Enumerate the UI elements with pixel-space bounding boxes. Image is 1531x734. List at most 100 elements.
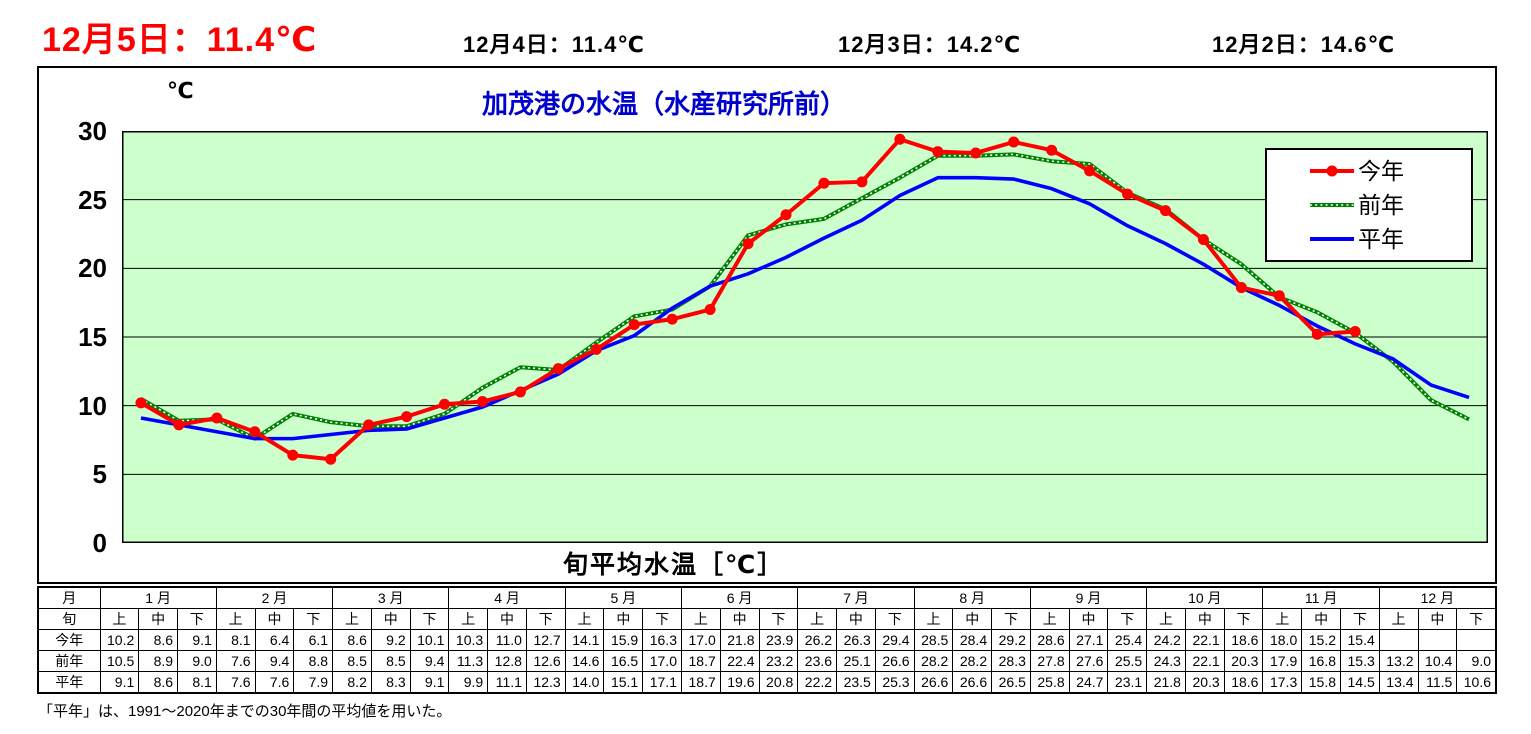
data-marker-今年: [476, 396, 488, 408]
table-cell: 8.2: [332, 671, 372, 694]
jun-header-cell: 下: [874, 608, 915, 630]
y-tick-label-5: 5: [92, 459, 107, 490]
data-marker-今年: [1349, 326, 1361, 338]
table-cell: 23.6: [797, 650, 838, 672]
jun-header-cell: 中: [1184, 608, 1225, 630]
legend-item-前年: 前年: [1309, 193, 1471, 217]
table-cell: 8.6: [138, 671, 179, 694]
today-temp-label: 12月5日：11.4℃: [42, 21, 318, 59]
data-marker-今年: [552, 363, 564, 375]
table-cell: 18.7: [680, 650, 721, 672]
table-cell: 15.2: [1301, 629, 1341, 651]
jun-header-cell: 上: [1146, 608, 1186, 630]
jun-header-cell: 中: [836, 608, 876, 630]
data-marker-今年: [704, 304, 716, 316]
data-marker-今年: [514, 386, 526, 398]
table-cell: 6.1: [293, 629, 334, 651]
table-cell: [1417, 629, 1458, 651]
table-cell: 13.2: [1378, 650, 1419, 672]
data-marker-今年: [211, 412, 223, 424]
month-header-cell: 5 月: [564, 586, 682, 609]
jun-header-cell: 上: [1378, 608, 1419, 630]
table-cell: 8.6: [138, 629, 179, 651]
chart-frame: ℃ 加茂港の水温（水産研究所前） 0 5 10 15 20 25 30 今年 前年 平年 旬平均…: [37, 66, 1497, 584]
table-cell: 10.4: [1417, 650, 1458, 672]
table-cell: 24.3: [1146, 650, 1186, 672]
table-cell: 9.4: [409, 650, 450, 672]
table-cell: 22.1: [1184, 650, 1225, 672]
y-tick-label-25: 25: [78, 184, 107, 215]
y-tick-label-30: 30: [78, 116, 107, 146]
table-cell: 9.9: [448, 671, 489, 694]
jun-header-cell: 中: [1301, 608, 1341, 630]
table-cell: 7.6: [215, 671, 256, 694]
table-cell: 11.1: [487, 671, 527, 694]
month-header-cell: 2 月: [215, 586, 334, 609]
month-header-cell: 12 月: [1378, 586, 1497, 609]
date-temp-label-3: 12月2日：14.6℃: [1212, 32, 1396, 57]
table-cell: 10.6: [1456, 671, 1497, 694]
y-tick-label-10: 10: [78, 390, 107, 421]
row-header-series: 前年: [37, 650, 101, 672]
jun-header-cell: 中: [370, 608, 411, 630]
table-cell: 8.3: [370, 671, 411, 694]
jun-header-cell: 下: [177, 608, 217, 630]
date-temp-label-1: 12月4日：11.4℃: [463, 32, 645, 57]
table-cell: 10.3: [448, 629, 489, 651]
table-cell: 22.4: [719, 650, 760, 672]
table-cell: 27.6: [1068, 650, 1109, 672]
table-cell: 9.1: [177, 629, 217, 651]
y-tick-label-15: 15: [78, 322, 107, 352]
y-tick-label-0: 0: [92, 528, 107, 558]
data-marker-今年: [287, 449, 299, 461]
table-cell: 9.1: [99, 671, 140, 694]
data-marker-今年: [325, 453, 337, 465]
table-cell: 9.2: [370, 629, 411, 651]
jun-header-cell: 上: [564, 608, 605, 630]
table-cell: 25.4: [1107, 629, 1148, 651]
table-cell: 11.5: [1417, 671, 1458, 694]
table-cell: 26.3: [836, 629, 876, 651]
table-cell: 10.5: [99, 650, 140, 672]
jun-header-cell: 中: [1068, 608, 1109, 630]
table-cell: 8.8: [293, 650, 334, 672]
table-row-平年: 平年 9.1 8.6 8.1 7.6 7.6 7.9 8.2 8.3 9.1 9.9 11.1 12.3…: [37, 671, 1497, 694]
data-marker-今年: [1273, 290, 1285, 302]
jun-header-cell: 中: [138, 608, 179, 630]
table-cell: 26.6: [913, 671, 954, 694]
jun-header-cell: 中: [719, 608, 760, 630]
data-marker-今年: [1311, 328, 1323, 340]
table-cell: 28.3: [991, 650, 1031, 672]
date-temp-label-2: 12月3日：14.2℃: [838, 32, 1022, 57]
jun-header-cell: 中: [1417, 608, 1458, 630]
jun-header-cell: 下: [1456, 608, 1497, 630]
data-marker-今年: [1197, 233, 1209, 245]
series-line-dots-前年: [140, 153, 1470, 440]
data-marker-今年: [1046, 144, 1058, 156]
table-cell: 8.1: [215, 629, 256, 651]
data-marker-今年: [742, 238, 754, 250]
table-cell: 8.6: [332, 629, 372, 651]
table-cell: 17.1: [642, 671, 682, 694]
data-marker-今年: [856, 176, 868, 188]
data-marker-今年: [894, 133, 906, 145]
table-cell: 22.2: [797, 671, 838, 694]
table-cell: 24.2: [1146, 629, 1186, 651]
jun-header-cell: 中: [603, 608, 644, 630]
month-header-cell: 1 月: [99, 586, 217, 609]
table-cell: 18.6: [1223, 629, 1264, 651]
table-cell: 10.2: [99, 629, 140, 651]
table-cell: 25.5: [1107, 650, 1148, 672]
table-cell: 6.4: [254, 629, 295, 651]
table-cell: 26.5: [991, 671, 1031, 694]
table-cell: 26.2: [797, 629, 838, 651]
table-cell: 14.6: [564, 650, 605, 672]
jun-header-cell: 上: [99, 608, 140, 630]
jun-header-cell: 下: [525, 608, 566, 630]
jun-header-cell: 上: [913, 608, 954, 630]
table-cell: 9.1: [409, 671, 450, 694]
table-cell: 23.1: [1107, 671, 1148, 694]
